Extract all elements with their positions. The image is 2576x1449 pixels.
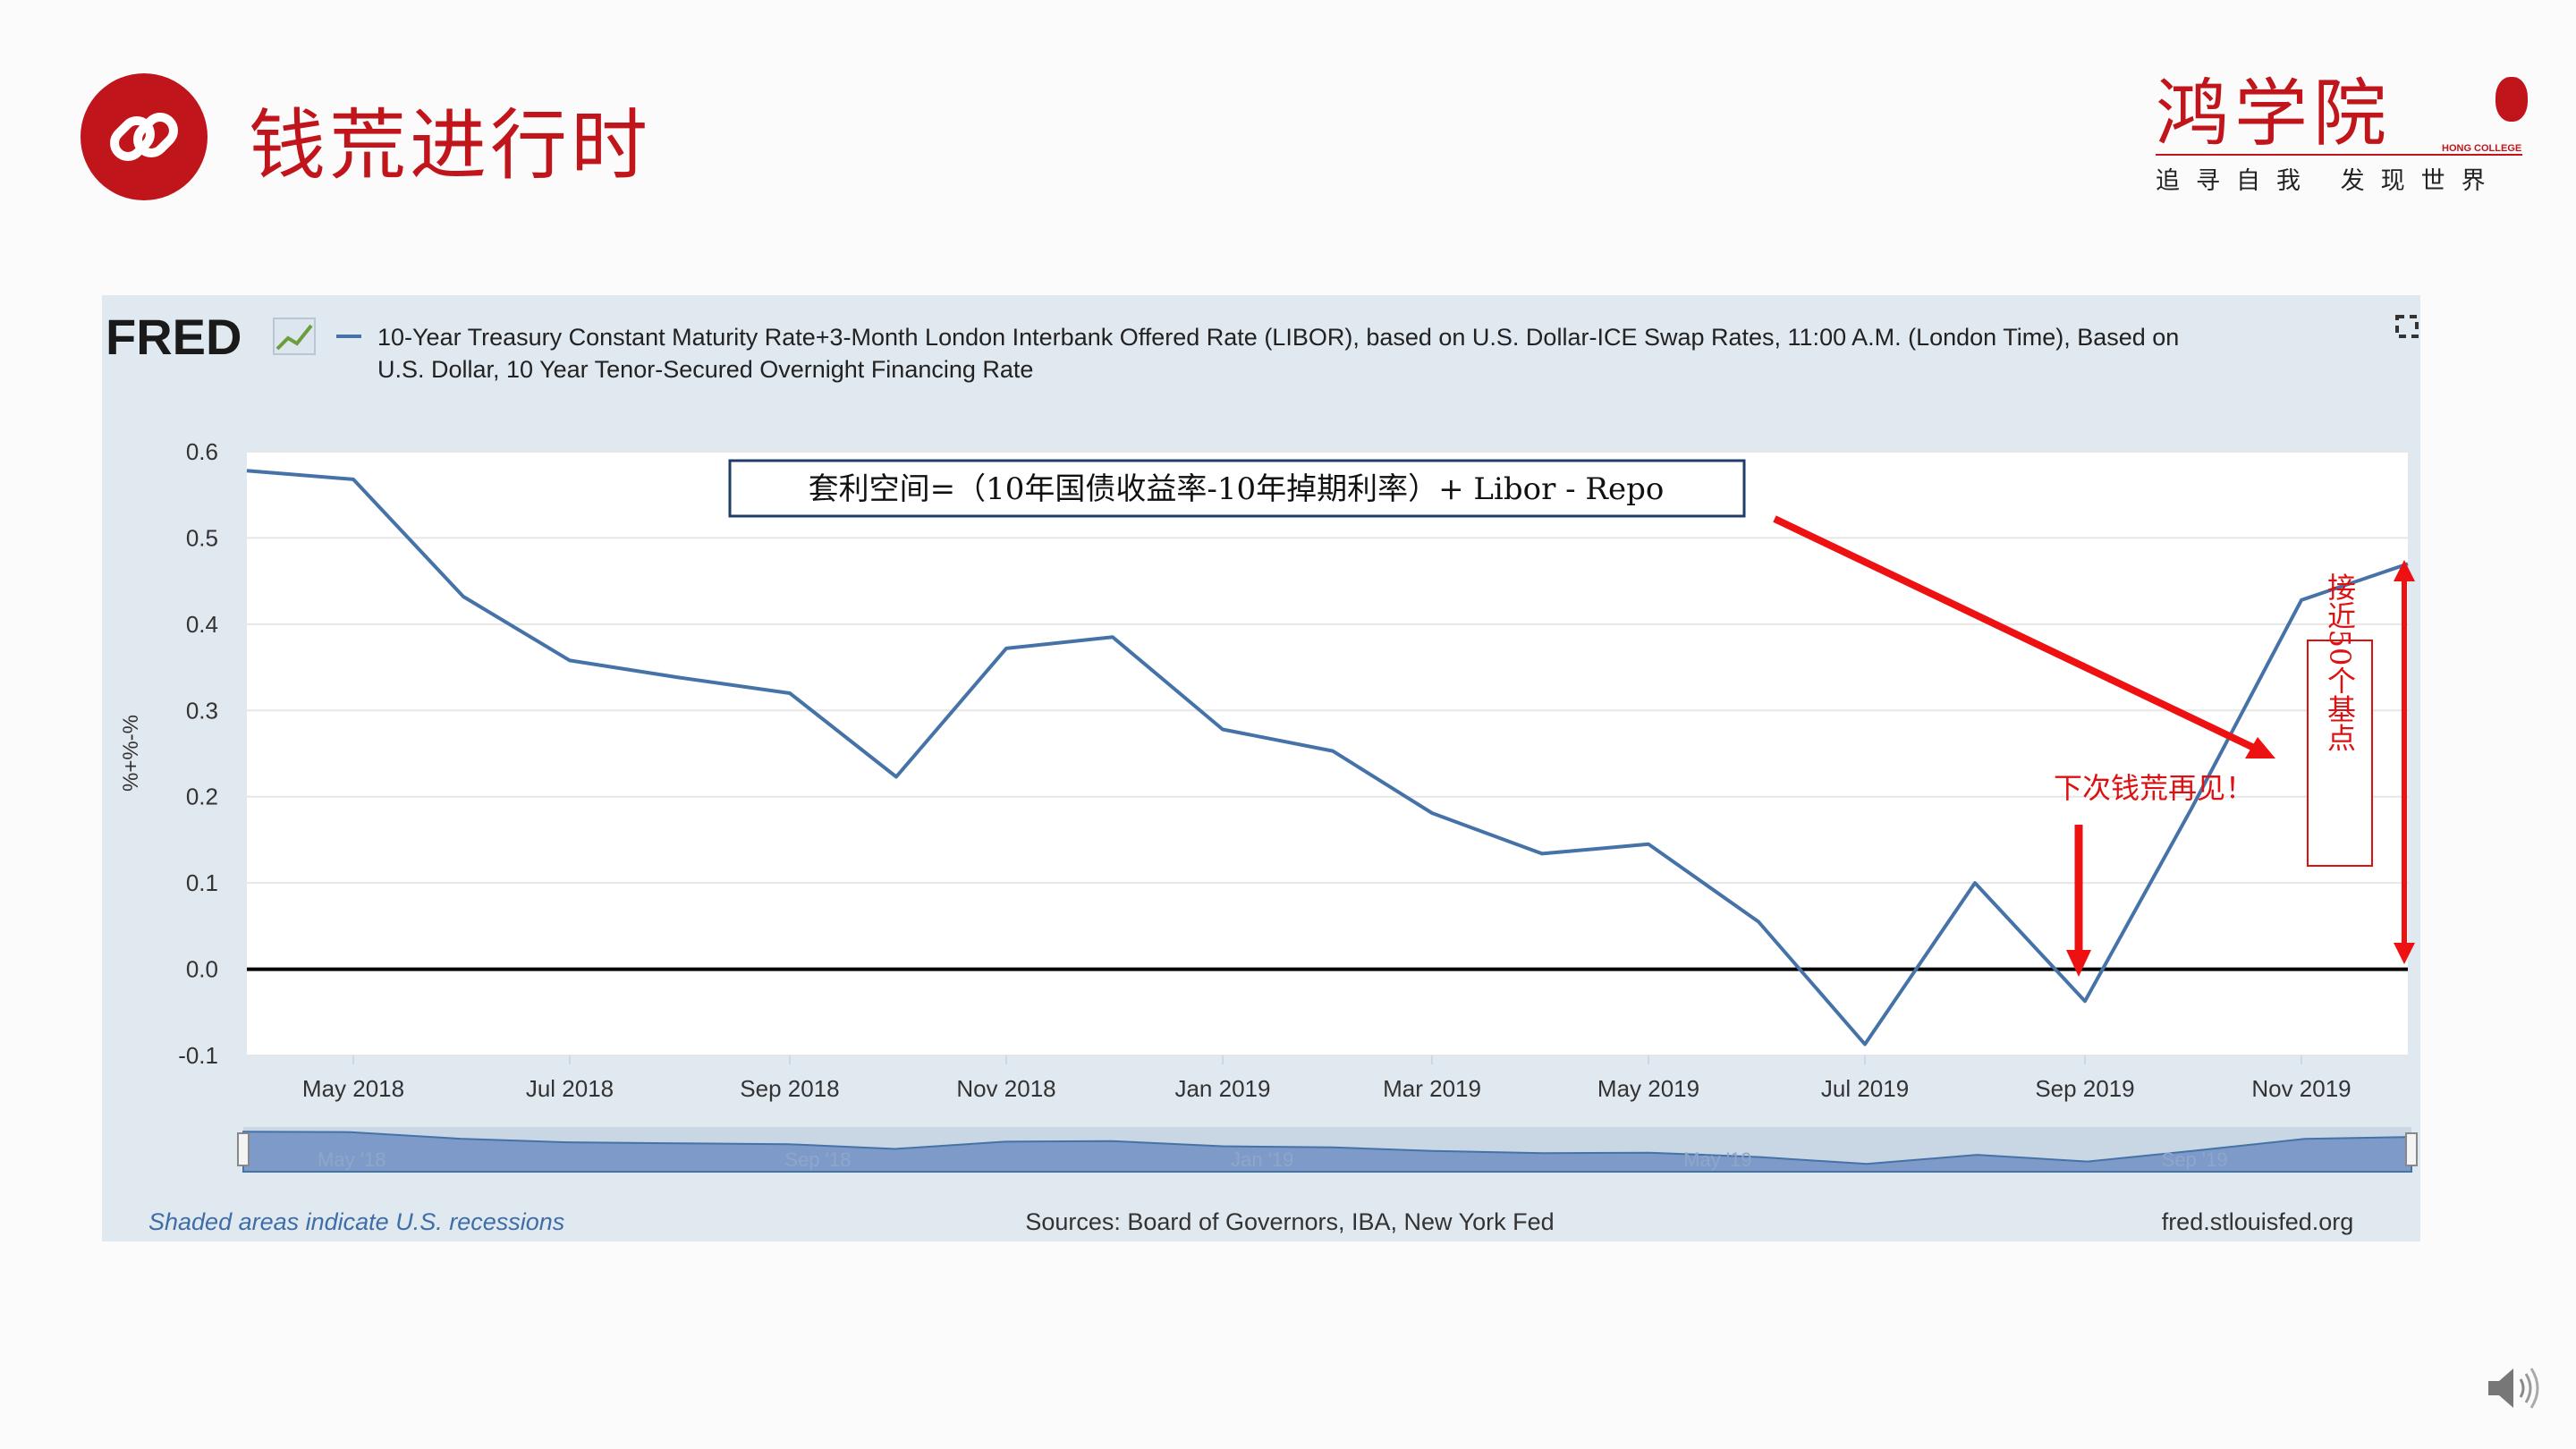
y-tick-label: 0.6 xyxy=(186,438,218,465)
fullscreen-icon[interactable] xyxy=(2395,315,2419,338)
y-tick-label: -0.1 xyxy=(178,1042,218,1069)
navigator-left-handle[interactable] xyxy=(237,1132,250,1166)
slide-title: 钱荒进行时 xyxy=(249,101,651,191)
x-tick-label: Sep 2018 xyxy=(740,1075,839,1102)
navigator-series xyxy=(242,1131,2412,1173)
sources-text: Sources: Board of Governors, IBA, New Yo… xyxy=(1025,1208,1554,1235)
y-tick-label: 0.4 xyxy=(186,611,218,638)
recession-note-link[interactable]: Shaded areas indicate U.S. recessions xyxy=(148,1208,564,1235)
basis-points-box xyxy=(2307,640,2373,867)
navigator-right-handle[interactable] xyxy=(2405,1132,2418,1166)
chart-title-line1: 10-Year Treasury Constant Maturity Rate+… xyxy=(377,324,2179,351)
basis-points-double-arrow xyxy=(2394,560,2415,964)
logo-divider xyxy=(2156,154,2522,156)
fred-chart-panel: FRED 10-Year Treasury Constant Maturity … xyxy=(102,295,2420,1241)
next-crunch-text: 下次钱荒再见！ xyxy=(2054,771,2254,805)
y-axis-label: %+%-% xyxy=(119,715,143,792)
navigator-label: May '18 xyxy=(318,1148,386,1171)
chart-svg: FRED 10-Year Treasury Constant Maturity … xyxy=(106,309,2419,1235)
y-tick-label: 0.2 xyxy=(186,784,218,810)
diagonal-red-arrow xyxy=(1773,515,2275,758)
y-tick-label: 0.3 xyxy=(186,697,218,724)
seal-icon xyxy=(2496,77,2528,122)
x-tick-label: Nov 2019 xyxy=(2251,1075,2351,1102)
link-icon xyxy=(80,73,208,200)
down-red-arrow xyxy=(2066,825,2091,977)
x-tick-label: Jul 2019 xyxy=(1821,1075,1909,1102)
fred-brand: FRED xyxy=(106,309,242,365)
chart-title-line2: U.S. Dollar, 10 Year Tenor-Secured Overn… xyxy=(377,356,1033,383)
x-tick-label: May 2019 xyxy=(1597,1075,1699,1102)
x-tick-label: Nov 2018 xyxy=(956,1075,1055,1102)
navigator-label: Sep '18 xyxy=(784,1148,851,1171)
y-tick-label: 0.0 xyxy=(186,956,218,983)
x-tick-label: Jul 2018 xyxy=(526,1075,614,1102)
plot-area xyxy=(247,452,2408,1055)
fred-url-link[interactable]: fred.stlouisfed.org xyxy=(2162,1208,2354,1235)
navigator-label: Sep '19 xyxy=(2162,1148,2228,1171)
x-tick-label: Jan 2019 xyxy=(1174,1075,1270,1102)
basis-points-text: 接近50个基点 xyxy=(2323,572,2357,752)
x-tick-label: May 2018 xyxy=(302,1075,404,1102)
x-tick-label: Mar 2019 xyxy=(1383,1075,1481,1102)
college-slogan: 追寻自我 发现世界 xyxy=(2156,167,2502,195)
speaker-icon[interactable] xyxy=(2485,1361,2547,1419)
navigator-label: May '19 xyxy=(1683,1148,1751,1171)
series-line xyxy=(246,469,2409,1046)
college-logo-subtitle: HONG COLLEGE xyxy=(2442,143,2522,154)
y-tick-label: 0.1 xyxy=(186,869,218,896)
y-tick-label: 0.5 xyxy=(186,524,218,551)
fred-graph-icon xyxy=(273,318,316,355)
navigator-label: Jan '19 xyxy=(1231,1148,1293,1171)
college-logo: 鸿学院 xyxy=(2156,72,2393,157)
formula-box xyxy=(728,459,1746,518)
formula-text: 套利空间=（10年国债收益率-10年掉期利率）+ Libor - Repo xyxy=(809,471,1665,507)
x-tick-label: Sep 2019 xyxy=(2035,1075,2134,1102)
